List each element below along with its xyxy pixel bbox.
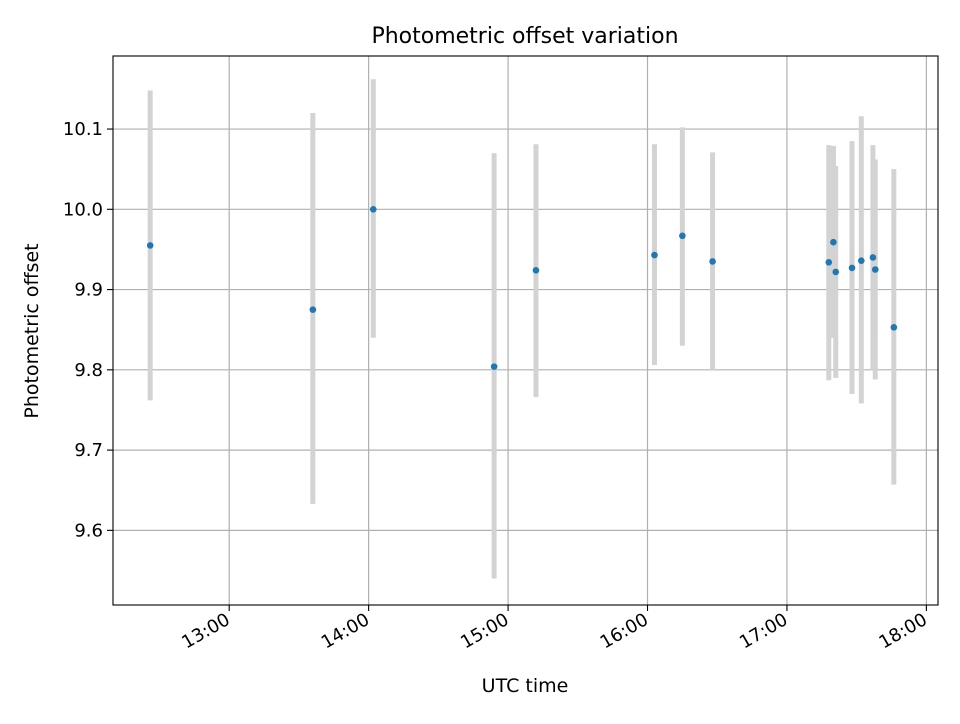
x-axis-label: UTC time [482,675,569,697]
y-tick-label: 9.7 [74,440,103,461]
data-point [830,238,837,246]
data-point [490,363,498,370]
data-point [825,258,833,266]
data-point [848,264,856,272]
plot-frame [112,55,939,606]
grid [113,56,938,605]
data-point [890,323,898,331]
y-tick-label: 9.9 [74,280,103,301]
data-point [869,254,877,261]
data-point [679,232,686,240]
data-point [309,306,317,313]
chart-title: Photometric offset variation [371,24,678,49]
data-point [532,267,540,274]
data-point [858,257,865,264]
data-points [146,206,898,370]
data-point [146,242,154,249]
data-point [832,268,840,276]
y-axis-ticks: 9.6 9.7 9.8 9.9 10.0 10.1 [63,119,113,541]
y-tick-label: 9.8 [74,360,103,381]
data-point [651,251,658,259]
data-point [871,266,879,273]
y-tick-label: 10.0 [63,199,103,220]
y-tick-label: 10.1 [63,119,103,140]
data-point [709,258,716,265]
y-tick-label: 9.6 [74,520,103,541]
data-point [369,206,377,213]
y-axis-label: Photometric offset [21,243,43,418]
